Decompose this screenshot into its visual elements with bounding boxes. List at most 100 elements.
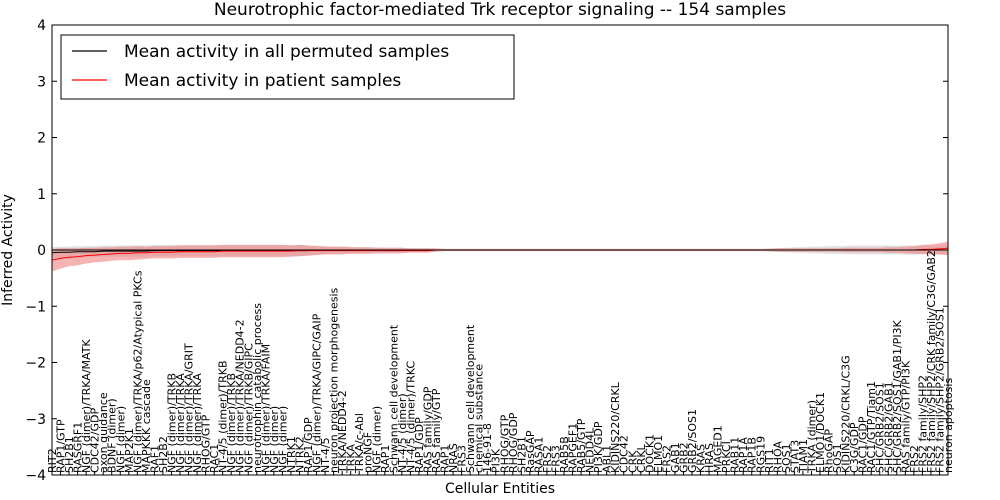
x-tick-label: PRKCI [720, 441, 733, 473]
x-tick-label: ABL1 [601, 445, 614, 473]
x-tick-label: RAPGEF1 [567, 423, 580, 473]
x-tick-label: FRS2 [541, 445, 554, 473]
x-tick-label: C3G/GDP [848, 422, 861, 473]
x-tick-label: NT-4/5 (dimer)/TRKC [404, 361, 417, 473]
x-tick-label: RAP1A [737, 437, 750, 473]
x-tick-label: KIDINS220/CRKL [609, 381, 622, 473]
x-tick-label: NTRK1 [285, 436, 298, 473]
y-tick-label: 4 [37, 18, 46, 34]
x-tick-label: RAC1/GTP/Tiam1 [865, 381, 878, 473]
confidence-bands [52, 241, 948, 272]
x-tick-label: TRKA/NEDD4-2 [336, 390, 349, 474]
x-tick-label: RAP1/GDP [302, 417, 315, 473]
x-tick-label: GAB1 [669, 442, 682, 473]
x-tick-label: KRAS [695, 444, 708, 473]
x-tick-label: RASGRF1 [72, 422, 85, 473]
x-tick-label: SH2B1 [515, 436, 528, 473]
x-tick-label: NGF (dimer)/TRKA [174, 373, 187, 473]
x-tick-label: CDC42 [618, 435, 631, 473]
x-tick-label: RAP1/GTP [55, 419, 68, 473]
x-axis-label: Cellular Entities [445, 481, 555, 497]
x-tick-label: RAB5B [558, 436, 571, 473]
x-tick-label: RHOG/GTP [200, 414, 213, 473]
x-tick-label: TRKA [345, 444, 358, 474]
x-tick-label: NT-4/5 [319, 437, 332, 473]
x-tick-label: ELMO1 [652, 435, 665, 473]
x-tick-label: RHOG/GTP [498, 414, 511, 473]
y-tick-label: 1 [37, 187, 46, 203]
x-tick-label: NGF (dimer)/TRKA/NEDD4-2 [234, 319, 247, 473]
x-tick-label: neuron projection morphogenesis [328, 287, 341, 473]
x-tick-label: RasGAP [524, 430, 537, 473]
x-tick-label: NGF (dimer) [370, 406, 383, 473]
legend-patient-label: Mean activity in patient samples [124, 71, 401, 91]
y-tick-label: 3 [37, 74, 46, 90]
x-tick-label: NGF (dimer)/TRKA/GIPC/GAIP [311, 313, 324, 473]
x-tick-label: NGF (dimer)/TRKB/GIPC [242, 343, 255, 473]
x-tick-label: NT-4/5 (dimer) [396, 393, 409, 473]
x-tick-label: SH2B1 [63, 436, 76, 473]
x-tick-label: CDC42/GDP [89, 408, 102, 474]
x-tick-label: RAB5/GTP [575, 418, 588, 473]
x-tick-label: SOS1 [780, 443, 793, 473]
x-tick-label: proNGF [362, 432, 375, 473]
x-tick-label: MAGED1 [712, 425, 725, 473]
x-tick-label: RHOA [771, 441, 784, 473]
x-tick-label: NGF (dimer)/TRKB [166, 373, 179, 473]
x-tick-label: GRB2 [678, 442, 691, 473]
x-tick-label: RAP1 [439, 445, 452, 473]
x-tick-label: RAS family/GTP [430, 388, 443, 473]
x-tick-label: CRK [626, 450, 639, 473]
y-tick-label: 0 [37, 243, 46, 259]
x-tick-label: SHC/GRB2/GAB1 [882, 381, 895, 473]
x-tick-label: DOCK1 [643, 434, 656, 473]
x-tick-label: MAPKKK cascade [140, 379, 153, 473]
x-tick-label: CRKL [635, 443, 648, 473]
legend-permuted-label: Mean activity in all permuted samples [124, 42, 449, 62]
x-tick-label: RAF1 [148, 445, 161, 473]
x-tick-label: FRS3 [456, 445, 469, 473]
x-tick-label: NGF (dimer)/TRKA/FAIM [259, 344, 272, 473]
x-tick-label: TIAM1 [797, 439, 810, 474]
x-tick-label: RAS family/GTP/PI3K [899, 360, 912, 473]
x-tick-label: chemical substance [473, 364, 486, 473]
x-tick-label: GRB2/SOS1 [686, 409, 699, 473]
x-tick-label: FRS2 [908, 445, 921, 473]
y-tick-label: −2 [25, 356, 46, 372]
axes: −4 −3 −2 −1 0 1 2 3 4 [25, 18, 949, 484]
x-tick-label: RAC1 [208, 444, 221, 473]
x-tick-label: RAP1 [379, 445, 392, 473]
x-tick-label: HRAS [703, 443, 716, 473]
x-tick-label: RAP1B [746, 437, 759, 473]
x-tick-label: NRAS [447, 443, 460, 473]
x-tick-label: ELMO1/DOCK1 [814, 392, 827, 473]
y-tick-label: −3 [25, 412, 46, 428]
x-tick-label: axon guidance [97, 392, 110, 473]
x-tick-label: NGF (dimer) [114, 406, 127, 473]
x-tick-label: NT-4/5 (dimer)/TRKB [217, 360, 230, 473]
x-tick-label: FRS3 [550, 445, 563, 473]
y-tick-label: 2 [37, 131, 46, 147]
x-tick-label: PI3K [490, 448, 503, 473]
x-tick-label: FRS2 family/SHP2 [916, 375, 929, 473]
x-tick-label: SH2B2 [157, 436, 170, 473]
x-tick-label: RGS19 [754, 436, 767, 473]
x-tick-label: RAC1/GDP [857, 416, 870, 473]
x-tick-label: NGF (dimer)/TRKA/GRIT [183, 343, 196, 473]
x-tick-label: NGF (dimer)/TRKA [191, 373, 204, 473]
x-tick-label: RIT2 [46, 448, 59, 473]
x-tick-label: RIT1 [763, 448, 776, 473]
x-tick-label: STAT3 [788, 440, 801, 473]
x-tick-label: SOS1 [831, 443, 844, 473]
x-tick-label: NGF (dimer) [276, 406, 289, 473]
x-tick-label: SHC/GRB2/SOS1 [874, 382, 887, 473]
x-tick-label: NGF (dimer)/TRKA/MATK [80, 339, 93, 473]
x-tick-label: KIDINS220/CRKL/C3G [840, 355, 853, 473]
x-tick-label: RHOG/GDP [507, 412, 520, 473]
x-tick-label: PI3K/GDP [592, 421, 605, 473]
y-tick-label: −4 [25, 468, 46, 484]
x-tick-label: RAB11 [729, 437, 742, 473]
x-tick-label: TRKA/c-Abl [353, 413, 366, 474]
x-tick-label: TRKA (dimer) [806, 400, 819, 474]
